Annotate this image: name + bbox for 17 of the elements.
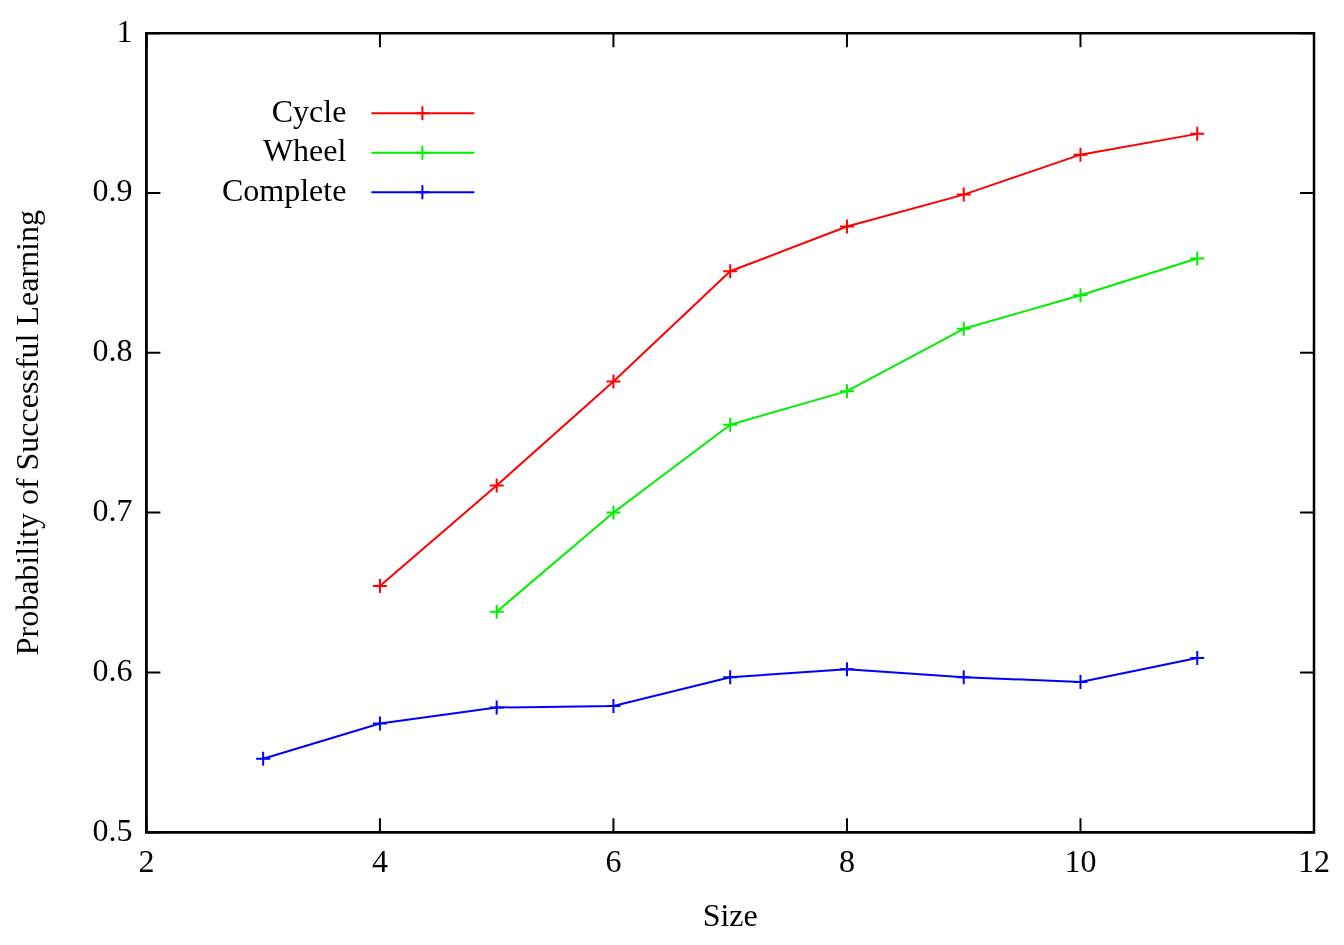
x-axis-title: Size <box>702 897 758 934</box>
x-tick-label: 2 <box>138 842 155 879</box>
y-tick-label: 0.6 <box>92 651 133 688</box>
x-tick-label: 4 <box>371 842 388 879</box>
x-tick-label: 8 <box>838 842 855 879</box>
legend-label: Wheel <box>262 132 347 169</box>
x-tick-label: 12 <box>1298 842 1330 879</box>
y-tick-label: 1 <box>116 12 133 49</box>
x-tick-label: 10 <box>1064 842 1097 879</box>
y-axis-title: Probability of Successful Learning <box>8 210 45 656</box>
y-tick-label: 0.5 <box>92 811 133 848</box>
legend-label: Cycle <box>271 92 347 129</box>
y-tick-label: 0.7 <box>92 492 133 529</box>
legend-label: Complete <box>221 171 347 208</box>
y-tick-label: 0.9 <box>92 172 133 209</box>
y-tick-label: 0.8 <box>92 332 133 369</box>
x-tick-label: 6 <box>605 842 622 879</box>
